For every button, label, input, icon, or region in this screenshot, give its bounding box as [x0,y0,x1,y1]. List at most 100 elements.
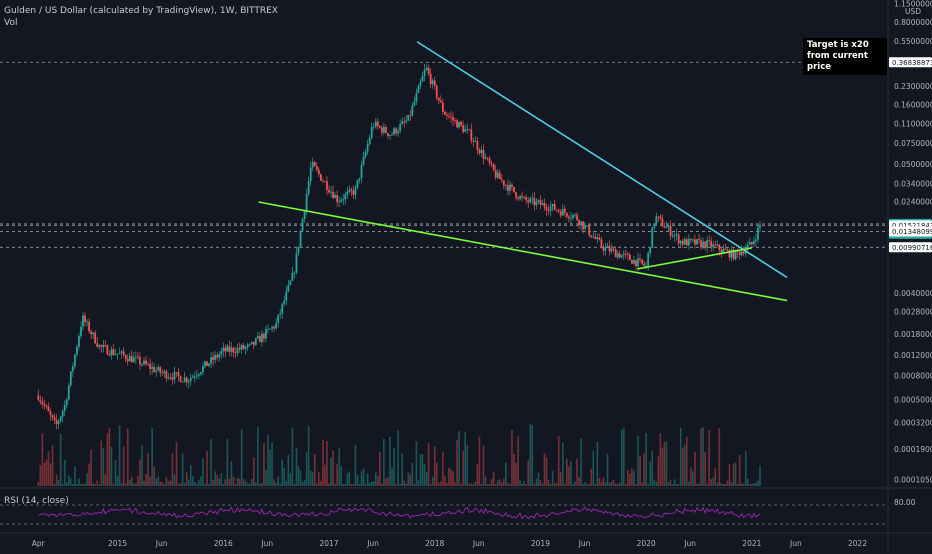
volume-bar [476,464,479,486]
volume-bar [440,481,442,486]
candle-body [578,220,580,226]
volume-bar [486,483,489,486]
volume-bar [537,472,540,486]
candle-body [67,385,70,400]
candle-body [61,410,64,417]
volume-bar [374,472,377,486]
volume-bar [433,446,436,486]
volume-bar [659,433,662,486]
volume-bar [437,482,440,486]
candle-body [574,214,576,216]
candle-body [53,417,56,420]
y-tick-label: 0.00400000 [894,289,932,298]
volume-bar [39,464,42,486]
volume-bar [250,479,253,486]
volume-bar [653,479,656,486]
volume-bar [269,449,271,486]
candle-body [344,194,347,200]
candle-body [108,354,111,356]
volume-bar [541,483,544,486]
volume-bar [446,482,448,486]
candle-body [541,203,544,205]
candle-body [458,121,461,128]
volume-bar [271,442,273,486]
volume-label: Vol [4,18,18,28]
candle-body [413,101,416,106]
candle-body [220,351,223,355]
volume-bar [143,480,145,486]
y-tick-label: 0.00019000 [894,445,932,454]
candle-body [521,196,524,198]
volume-bar [255,482,257,486]
candle-body [618,253,621,258]
volume-bar [230,461,233,486]
volume-bar [505,462,507,486]
volume-bar [606,453,609,486]
volume-bar [244,480,247,486]
volume-bar [191,476,194,486]
volume-bar [342,483,345,486]
candle-body [254,338,257,345]
volume-bar [690,467,692,486]
volume-bar [364,483,367,486]
volume-bar [248,483,251,486]
volume-bar [594,483,597,486]
candle-body [748,241,751,245]
candle-body [665,227,668,228]
candle-body [336,194,339,203]
volume-bar [738,455,741,486]
x-tick-label: 2019 [531,539,550,548]
candle-body [728,250,731,258]
volume-bar [366,473,369,486]
candle-body [687,238,690,246]
candle-body [726,249,729,251]
volume-bar [204,483,206,486]
candle-body [669,225,672,236]
volume-bar [112,483,115,486]
candle-body [486,157,489,159]
volume-bar [346,473,349,486]
candle-body [559,211,562,216]
candle-body [704,241,706,248]
x-tick-label: Jun [260,539,273,548]
candle-body [356,179,359,188]
volume-bar [232,476,235,486]
candle-body [374,121,377,127]
volume-bar [340,466,342,486]
candle-body [216,354,219,358]
candle-body [584,225,587,230]
volume-bar [330,458,332,486]
price-tag-box [889,242,932,253]
volume-bar [90,449,92,486]
volume-bar [490,479,493,486]
volume-bar [488,483,491,486]
y-tick-label: 0.11000000 [894,120,932,129]
candle-body [128,355,131,362]
candle-body [649,248,652,253]
candle-body [155,370,158,373]
candle-body [181,381,184,383]
volume-bar [427,443,430,486]
candle-body [208,363,210,366]
volume-bar [82,483,84,486]
volume-bar [746,478,749,486]
volume-bar [151,428,153,486]
volume-bar [706,483,708,486]
candle-body [69,371,72,386]
volume-bar [474,481,477,486]
volume-bar [200,476,202,486]
volume-bar [338,448,340,486]
candle-body [43,403,46,406]
volume-bar [43,462,46,486]
volume-bar [336,463,338,486]
candle-body [535,201,538,206]
volume-bar [265,470,267,486]
candle-body [502,180,505,186]
candle-body [673,235,676,237]
volume-bar [252,457,255,486]
candle-body [167,377,170,379]
volume-bar [183,482,186,486]
volume-bar [417,480,420,486]
candle-body [328,189,330,193]
